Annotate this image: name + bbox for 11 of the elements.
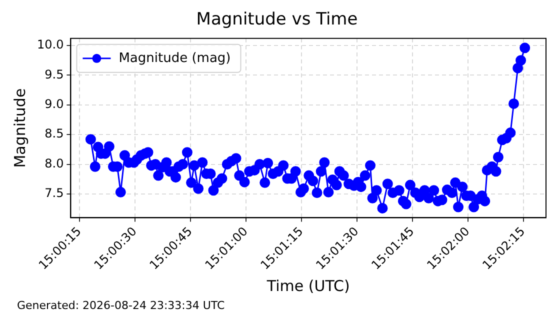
text: Generated: 2026-08-24 23:33:34 UTC bbox=[17, 299, 226, 312]
y-axis-title: Magnitude bbox=[10, 88, 29, 168]
y-tick-label: 7.5 bbox=[44, 186, 64, 200]
y-tick-label: 8.5 bbox=[44, 126, 64, 141]
y-tick-label: 9.0 bbox=[44, 97, 64, 112]
y-tick-label: 10.0 bbox=[37, 38, 64, 52]
x-axis-title: Time (UTC) bbox=[266, 276, 350, 295]
legend-label: Magnitude (mag) bbox=[118, 50, 231, 66]
y-tick-label: 8.0 bbox=[44, 156, 64, 170]
chart-title: Magnitude vs Time bbox=[196, 10, 358, 30]
y-tick-label: 9.5 bbox=[44, 67, 64, 82]
